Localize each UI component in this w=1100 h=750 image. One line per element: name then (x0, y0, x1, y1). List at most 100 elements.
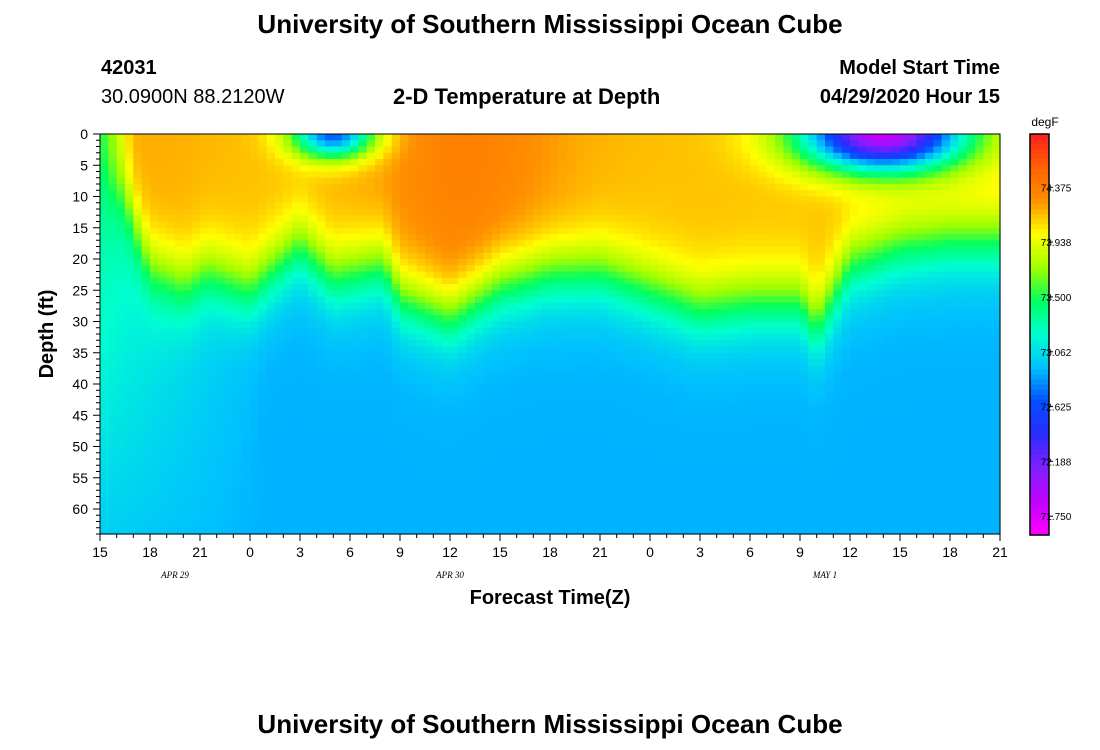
heatmap-cell (525, 509, 534, 516)
heatmap-cell (733, 434, 743, 441)
heatmap-cell (250, 340, 259, 348)
heatmap-cell (108, 409, 118, 416)
heatmap-cell (108, 527, 118, 535)
heatmap-cell (383, 477, 393, 485)
heatmap-cell (508, 496, 518, 504)
heatmap-cell (375, 496, 384, 504)
heatmap-cell (591, 365, 601, 373)
heatmap-cell (441, 227, 451, 235)
heatmap-cell (675, 334, 684, 341)
heatmap-cell (225, 365, 234, 373)
heatmap-cell (608, 359, 618, 366)
heatmap-cell (566, 484, 576, 491)
heatmap-cell (650, 465, 659, 473)
heatmap-cell (516, 134, 526, 141)
heatmap-cell (408, 227, 418, 235)
heatmap-cell (366, 259, 376, 266)
heatmap-cell (708, 502, 718, 510)
heatmap-cell (450, 421, 459, 429)
heatmap-cell (741, 296, 751, 304)
heatmap-cell (508, 259, 518, 266)
heatmap-cell (600, 259, 609, 266)
heatmap-cell (116, 452, 126, 460)
heatmap-cell (450, 202, 459, 210)
heatmap-cell (258, 527, 268, 535)
heatmap-cell (316, 209, 326, 216)
heatmap-cell (316, 440, 326, 448)
heatmap-cell (325, 327, 334, 335)
heatmap-cell (300, 340, 309, 348)
heatmap-cell (150, 427, 159, 435)
heatmap-cell (641, 309, 651, 316)
heatmap-cell (283, 377, 293, 385)
heatmap-cell (366, 384, 376, 391)
heatmap-cell (241, 309, 251, 316)
heatmap-cell (283, 496, 293, 504)
heatmap-cell (275, 371, 284, 379)
heatmap-cell (708, 159, 718, 166)
heatmap-cell (441, 134, 451, 141)
heatmap-cell (533, 496, 543, 504)
heatmap-cell (125, 421, 134, 429)
heatmap-cell (166, 521, 176, 529)
heatmap-cell (233, 171, 243, 179)
heatmap-cell (591, 284, 601, 291)
heatmap-cell (691, 196, 701, 204)
heatmap-cell (216, 134, 226, 141)
heatmap-cell (583, 440, 593, 448)
heatmap-cell (566, 215, 576, 223)
heatmap-cell (225, 252, 234, 260)
heatmap-cell (425, 209, 434, 216)
heatmap-cell (341, 246, 351, 254)
heatmap-cell (358, 277, 368, 285)
heatmap-cell (491, 321, 501, 329)
heatmap-cell (266, 415, 276, 423)
heatmap-cell (383, 452, 393, 460)
heatmap-cell (408, 171, 418, 179)
heatmap-cell (566, 521, 576, 529)
heatmap-cell (233, 421, 243, 429)
heatmap-cell (333, 421, 343, 429)
heatmap-cell (533, 246, 543, 254)
heatmap-cell (691, 402, 701, 410)
heatmap-cell (283, 152, 293, 160)
heatmap-cell (483, 515, 493, 523)
heatmap-cell (683, 277, 693, 285)
heatmap-cell (316, 446, 326, 454)
heatmap-cell (125, 415, 134, 423)
heatmap-cell (525, 327, 534, 335)
heatmap-cell (625, 246, 634, 254)
heatmap-cell (366, 159, 376, 166)
heatmap-cell (658, 515, 668, 523)
heatmap-cell (683, 271, 693, 279)
heatmap-cell (525, 365, 534, 373)
heatmap-cell (125, 490, 134, 498)
heatmap-cell (175, 227, 184, 235)
heatmap-cell (633, 377, 643, 385)
heatmap-cell (458, 215, 468, 223)
heatmap-cell (333, 415, 343, 423)
heatmap-cell (133, 371, 143, 379)
heatmap-cell (666, 190, 676, 198)
heatmap-cell (608, 409, 618, 416)
heatmap-cell (566, 177, 576, 185)
heatmap-cell (416, 384, 426, 391)
heatmap-cell (125, 215, 134, 223)
heatmap-cell (375, 159, 384, 166)
heatmap-cell (308, 165, 318, 173)
heatmap-cell (425, 390, 434, 398)
heatmap-cell (383, 377, 393, 385)
heatmap-cell (150, 446, 159, 454)
heatmap-cell (491, 302, 501, 310)
heatmap-cell (350, 440, 359, 448)
heatmap-cell (350, 371, 359, 379)
heatmap-cell (275, 452, 284, 460)
heatmap-cell (241, 259, 251, 266)
heatmap-cell (325, 215, 334, 223)
heatmap-cell (450, 171, 459, 179)
heatmap-cell (425, 490, 434, 498)
heatmap-cell (141, 346, 151, 354)
heatmap-cell (708, 146, 718, 154)
heatmap-cell (741, 277, 751, 285)
heatmap-cell (208, 134, 218, 141)
